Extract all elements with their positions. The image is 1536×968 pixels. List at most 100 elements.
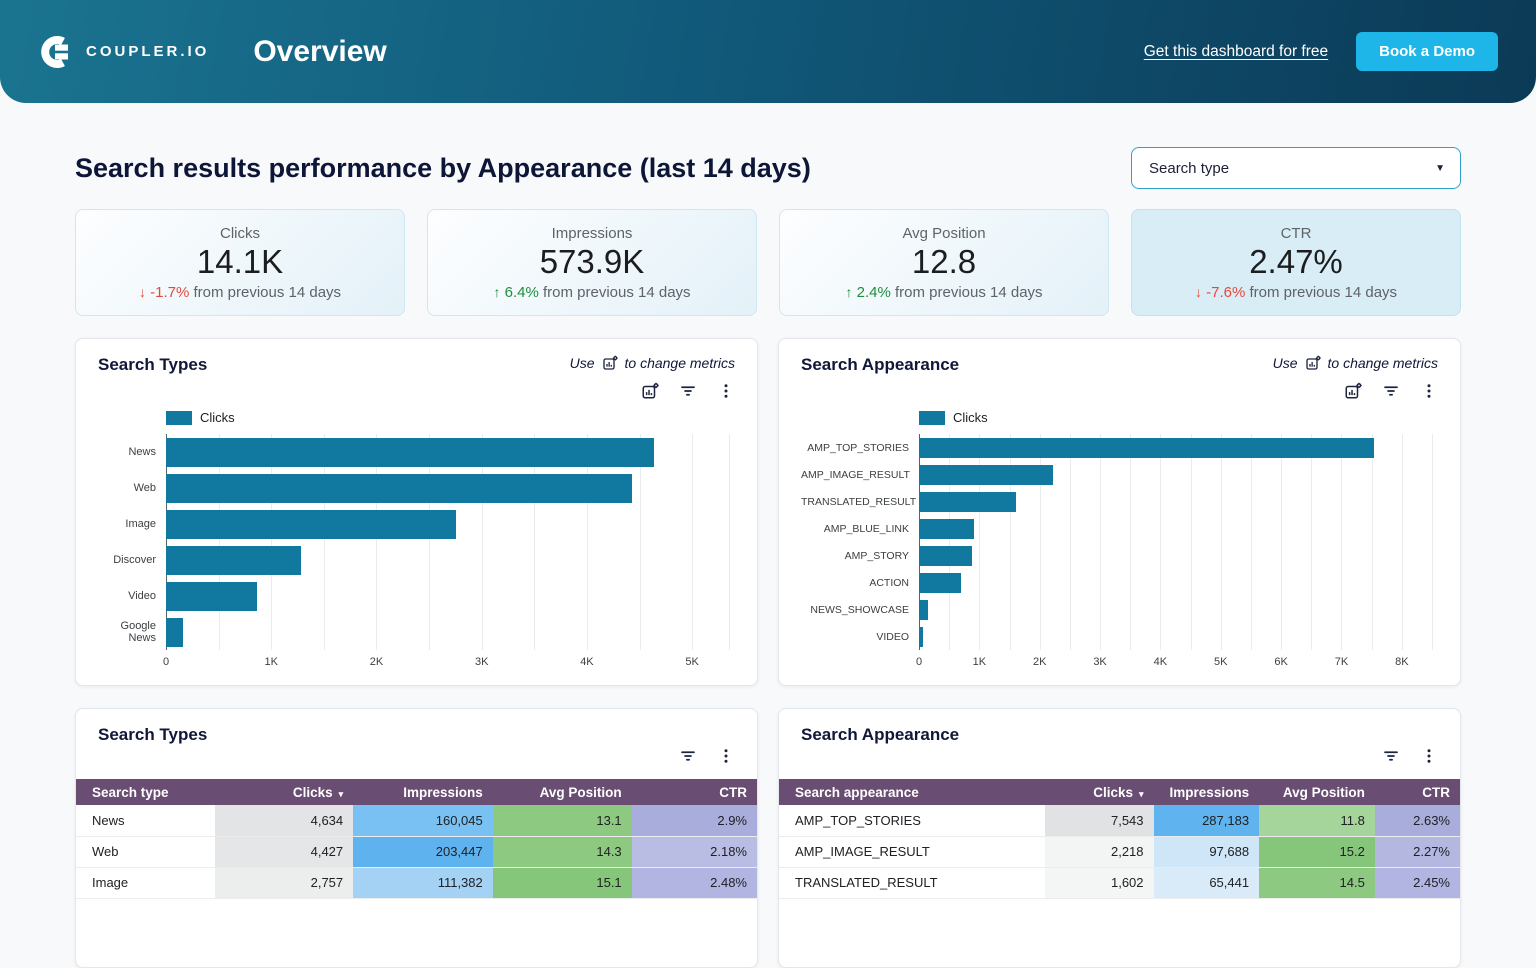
chart-x-axis: 0 1K 2K 3K 4K 5K 6K 7K 8K bbox=[916, 650, 1432, 670]
get-dashboard-link[interactable]: Get this dashboard for free bbox=[1143, 42, 1329, 60]
table-header-row: Search appearance Clicks ▾ Impressions Avg P… bbox=[779, 779, 1460, 805]
value-cell: 11.8 bbox=[1259, 805, 1375, 837]
kpi-label: Impressions bbox=[551, 225, 633, 242]
filter-icon[interactable] bbox=[679, 747, 697, 765]
table-row: AMP_IMAGE_RESULT 2,218 97,688 15.2 2.27% bbox=[779, 836, 1460, 868]
category-label: Image bbox=[125, 518, 156, 530]
kpi-card-avg-position: Avg Position 12.8 ↑ 2.4% from previous 1… bbox=[779, 209, 1109, 316]
column-header-search-type[interactable]: Search type bbox=[76, 779, 215, 805]
chart-card-search-types: Search Types Use to bbox=[75, 338, 758, 686]
legend-label: Clicks bbox=[953, 410, 988, 425]
value-cell: 2,218 bbox=[1044, 836, 1154, 868]
value-cell: 2.63% bbox=[1374, 805, 1460, 837]
category-label: VIDEO bbox=[876, 630, 909, 643]
category-label: News bbox=[128, 446, 156, 458]
search-type-filter-dropdown[interactable]: Search type ▼ bbox=[1131, 147, 1461, 189]
bar bbox=[166, 437, 654, 467]
column-header-clicks[interactable]: Clicks ▾ bbox=[214, 779, 354, 805]
value-cell: 14.5 bbox=[1259, 867, 1375, 899]
column-header-impressions[interactable]: Impressions bbox=[1153, 779, 1260, 805]
chart-x-axis: 0 1K 2K 3K 4K 5K bbox=[162, 650, 729, 670]
bar bbox=[919, 545, 972, 566]
chart-head: Search Appearance Use bbox=[801, 355, 1438, 375]
bar bbox=[919, 518, 974, 539]
kebab-menu-icon[interactable] bbox=[717, 382, 735, 400]
chart-bar-row: VIDEO bbox=[801, 623, 1438, 650]
kpi-label: Avg Position bbox=[902, 225, 986, 242]
book-demo-button[interactable]: Book a Demo bbox=[1356, 32, 1498, 71]
category-label: AMP_IMAGE_RESULT bbox=[801, 468, 910, 481]
bar bbox=[919, 491, 1016, 512]
chart-head: Search Types Use to bbox=[98, 355, 735, 375]
chart-title: Search Appearance bbox=[801, 355, 960, 374]
category-label: NEWS_SHOWCASE bbox=[810, 603, 909, 616]
kpi-card-ctr: CTR 2.47% ↓ -7.6% from previous 14 days bbox=[1131, 209, 1461, 316]
value-cell: 287,183 bbox=[1153, 805, 1260, 837]
value-cell: 2.9% bbox=[631, 805, 757, 837]
kpi-card-clicks: Clicks 14.1K ↓ -1.7% from previous 14 da… bbox=[75, 209, 405, 316]
value-cell: 14.3 bbox=[492, 836, 632, 868]
row-name-cell: News bbox=[76, 805, 215, 837]
bar-track bbox=[919, 599, 1432, 620]
kebab-menu-icon[interactable] bbox=[1420, 747, 1438, 765]
value-cell: 4,634 bbox=[214, 805, 354, 837]
value-cell: 13.1 bbox=[492, 805, 632, 837]
delta-value: -7.6% bbox=[1206, 284, 1246, 302]
legend-label: Clicks bbox=[200, 410, 235, 425]
filter-icon[interactable] bbox=[1382, 747, 1400, 765]
delta-period: from previous 14 days bbox=[894, 284, 1043, 302]
bar-track bbox=[166, 437, 729, 467]
x-tick-label: 5K bbox=[685, 656, 699, 668]
column-header-clicks[interactable]: Clicks ▾ bbox=[1044, 779, 1154, 805]
chart-card-search-appearance: Search Appearance Use bbox=[778, 338, 1461, 686]
column-header-impressions[interactable]: Impressions bbox=[353, 779, 493, 805]
app-header: COUPLER.IO Overview Get this dashboard f… bbox=[0, 0, 1536, 103]
value-cell: 203,447 bbox=[353, 836, 493, 868]
delta-arrow-icon: ↑ bbox=[493, 284, 501, 301]
bar bbox=[166, 509, 457, 539]
header-actions: Get this dashboard for free Book a Demo bbox=[1144, 32, 1498, 71]
delta-value: -1.7% bbox=[150, 284, 190, 302]
column-header-ctr[interactable]: CTR bbox=[1374, 779, 1460, 805]
bar bbox=[919, 464, 1053, 485]
dropdown-value: Search type bbox=[1149, 159, 1230, 177]
column-header-search-appearance[interactable]: Search appearance bbox=[779, 779, 1045, 805]
bar-track bbox=[166, 473, 729, 503]
chart-bar-row: NEWS_SHOWCASE bbox=[801, 596, 1438, 623]
filter-icon[interactable] bbox=[1382, 382, 1400, 400]
change-metrics-icon[interactable] bbox=[1344, 382, 1362, 400]
chart-metrics-icon bbox=[602, 355, 618, 371]
kebab-menu-icon[interactable] bbox=[1420, 382, 1438, 400]
filter-icon[interactable] bbox=[679, 382, 697, 400]
delta-arrow-icon: ↓ bbox=[1194, 284, 1202, 301]
column-header-ctr[interactable]: CTR bbox=[631, 779, 757, 805]
value-cell: 97,688 bbox=[1153, 836, 1260, 868]
bar bbox=[919, 437, 1375, 458]
chevron-down-icon: ▼ bbox=[1435, 162, 1445, 174]
bar-track bbox=[919, 464, 1432, 485]
x-tick-label: 6K bbox=[1274, 656, 1288, 668]
bar-track bbox=[166, 581, 729, 611]
column-header-avg-position[interactable]: Avg Position bbox=[1259, 779, 1375, 805]
chart-legend: Clicks bbox=[919, 410, 1438, 425]
hint-suffix: to change metrics bbox=[624, 355, 736, 371]
table-row-section: Search Types Search type Clicks ▾ Impressio… bbox=[75, 708, 1461, 968]
delta-arrow-icon: ↓ bbox=[138, 284, 146, 301]
row-name-cell: Web bbox=[76, 836, 215, 868]
chart-title: Search Types bbox=[98, 355, 208, 374]
x-tick-label: 5K bbox=[1214, 656, 1228, 668]
kebab-menu-icon[interactable] bbox=[717, 747, 735, 765]
bar-track bbox=[166, 617, 729, 647]
bar-track bbox=[919, 626, 1432, 647]
x-tick-label: 0 bbox=[162, 656, 170, 668]
value-cell: 65,441 bbox=[1153, 867, 1260, 899]
value-cell: 2.27% bbox=[1374, 836, 1460, 868]
row-name-cell: AMP_IMAGE_RESULT bbox=[779, 836, 1045, 868]
category-label: Video bbox=[128, 590, 156, 602]
category-label: Web bbox=[133, 482, 156, 494]
chart-bar-row: Google News bbox=[98, 614, 735, 650]
value-cell: 111,382 bbox=[353, 867, 493, 899]
column-header-avg-position[interactable]: Avg Position bbox=[492, 779, 632, 805]
x-tick-label: 2K bbox=[1032, 656, 1047, 668]
change-metrics-icon[interactable] bbox=[641, 382, 659, 400]
